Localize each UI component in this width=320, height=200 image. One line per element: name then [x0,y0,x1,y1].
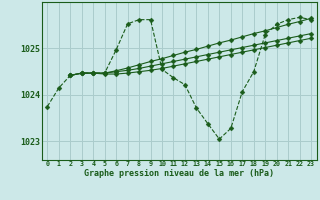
X-axis label: Graphe pression niveau de la mer (hPa): Graphe pression niveau de la mer (hPa) [84,169,274,178]
